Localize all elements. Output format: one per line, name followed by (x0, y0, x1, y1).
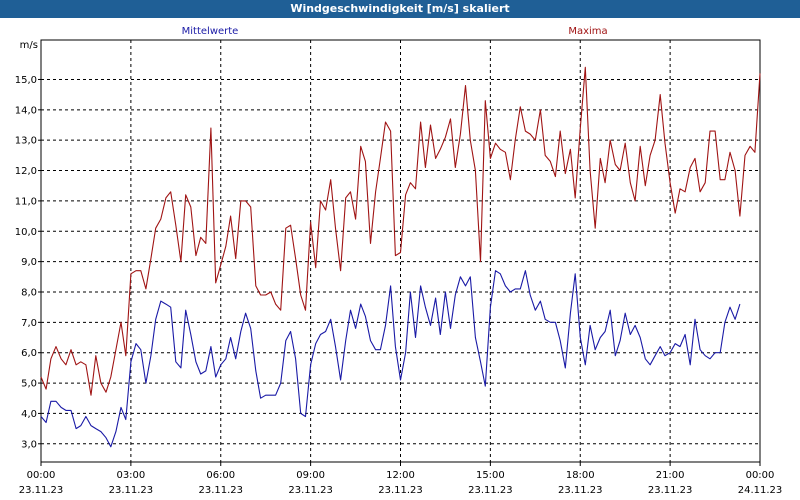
x-tick-date-label: 23.11.23 (378, 485, 423, 496)
y-tick-label: 4,0 (21, 409, 37, 420)
y-tick-label: 15,0 (15, 75, 37, 86)
legend-mittelwerte: Mittelwerte (182, 26, 239, 37)
x-tick-date-label: 23.11.23 (648, 485, 693, 496)
x-tick-date-label: 23.11.23 (109, 485, 154, 496)
chart-title: Windgeschwindigkeit [m/s] skaliert (290, 2, 510, 15)
y-tick-label: 5,0 (21, 379, 37, 390)
x-tick-time-label: 03:00 (116, 470, 145, 481)
y-tick-label: 14,0 (15, 105, 37, 116)
y-axis-unit-label: m/s (20, 40, 38, 51)
x-tick-date-label: 24.11.23 (738, 485, 783, 496)
y-tick-label: 11,0 (15, 196, 37, 207)
series-line-mittelwerte (40, 270, 741, 448)
series-line-maxima (40, 66, 761, 396)
y-tick-label: 10,0 (15, 227, 37, 238)
y-tick-label: 13,0 (15, 136, 37, 147)
x-tick-date-label: 23.11.23 (198, 485, 243, 496)
x-tick-date-label: 23.11.23 (288, 485, 333, 496)
series-lines (40, 66, 761, 448)
x-tick-time-label: 06:00 (206, 470, 235, 481)
x-axis: 00:00 23.11.23 03:00 23.11.23 06:00 23.11.23 0… (19, 462, 783, 496)
y-tick-label: 7,0 (21, 318, 37, 329)
legend-maxima: Maxima (568, 26, 607, 37)
y-tick-label: 12,0 (15, 166, 37, 177)
x-tick-date-label: 23.11.23 (19, 485, 64, 496)
x-tick-time-label: 15:00 (476, 470, 505, 481)
x-tick-time-label: 12:00 (386, 470, 415, 481)
y-tick-label: 9,0 (21, 257, 37, 268)
x-tick-time-label: 18:00 (566, 470, 595, 481)
x-tick-time-label: 09:00 (296, 470, 325, 481)
y-axis: 3,0 4,0 5,0 6,0 7,0 8,0 9,0 10,0 11,0 12,0 13,0 14,… (15, 75, 41, 450)
x-tick-time-label: 21:00 (656, 470, 685, 481)
y-tick-label: 6,0 (21, 348, 37, 359)
y-tick-label: 8,0 (21, 287, 37, 298)
x-tick-date-label: 23.11.23 (558, 485, 603, 496)
x-tick-time-label: 00:00 (27, 470, 56, 481)
x-tick-date-label: 23.11.23 (468, 485, 513, 496)
y-tick-label: 3,0 (21, 439, 37, 450)
x-tick-time-label: 00:00 (746, 470, 775, 481)
window-title-bar: Windgeschwindigkeit [m/s] skaliert (0, 0, 800, 18)
